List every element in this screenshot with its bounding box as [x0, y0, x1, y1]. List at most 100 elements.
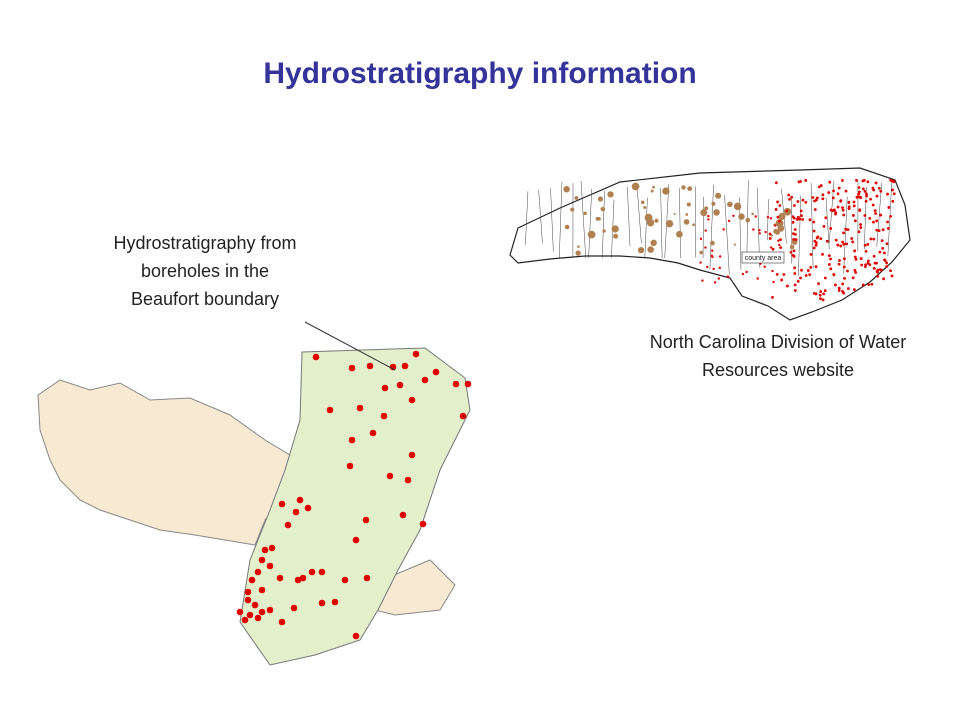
- urban-area: [733, 202, 742, 211]
- well-point: [771, 296, 774, 299]
- urban-area: [650, 189, 654, 193]
- well-point: [838, 259, 841, 262]
- county-line: [843, 196, 848, 274]
- well-point: [699, 237, 703, 241]
- well-point: [861, 187, 865, 191]
- well-point: [792, 249, 796, 253]
- urban-area: [699, 250, 704, 255]
- well-point: [776, 200, 779, 204]
- well-point: [891, 188, 894, 192]
- well-point: [866, 180, 870, 184]
- well-point: [785, 209, 789, 213]
- well-point: [717, 277, 721, 280]
- urban-area: [727, 201, 733, 208]
- well-point: [756, 277, 759, 280]
- borehole-point: [292, 508, 300, 516]
- well-point: [799, 276, 802, 280]
- well-point: [841, 289, 844, 293]
- well-point: [859, 223, 862, 226]
- well-point: [727, 219, 731, 223]
- urban-area: [613, 233, 619, 239]
- well-point: [865, 192, 868, 196]
- urban-area: [681, 185, 686, 190]
- well-point: [852, 204, 856, 208]
- urban-area: [704, 206, 709, 211]
- well-point: [799, 209, 803, 213]
- borehole-point: [266, 562, 274, 570]
- well-point: [792, 216, 796, 220]
- well-point: [701, 279, 704, 282]
- well-point: [866, 261, 870, 265]
- well-point: [853, 249, 857, 253]
- beaufort-map: [37, 347, 472, 666]
- right-caption: North Carolina Division of Water: [650, 332, 906, 352]
- well-point: [812, 291, 816, 295]
- well-point: [834, 283, 837, 287]
- well-point: [853, 268, 857, 272]
- well-point: [889, 269, 893, 273]
- borehole-point: [432, 368, 440, 376]
- urban-area: [713, 209, 720, 216]
- well-point: [839, 244, 843, 248]
- borehole-point: [278, 500, 286, 508]
- well-point: [791, 254, 795, 257]
- well-point: [880, 239, 884, 243]
- urban-area: [789, 244, 795, 250]
- well-point: [827, 263, 831, 266]
- well-point: [812, 246, 816, 250]
- urban-area: [715, 192, 722, 199]
- borehole-point: [399, 511, 407, 519]
- well-point: [718, 255, 722, 258]
- urban-area: [597, 196, 604, 202]
- well-point: [839, 199, 843, 203]
- borehole-point: [366, 362, 374, 370]
- urban-area: [673, 213, 676, 216]
- borehole-point: [369, 429, 377, 437]
- well-point: [800, 214, 803, 218]
- urban-area: [654, 218, 659, 223]
- county-line: [602, 190, 605, 259]
- well-point: [793, 272, 797, 275]
- borehole-point: [412, 350, 420, 358]
- borehole-point: [296, 496, 304, 504]
- well-point: [836, 205, 840, 209]
- well-point: [775, 272, 779, 276]
- well-point: [778, 204, 782, 207]
- borehole-point: [244, 588, 252, 596]
- borehole-point: [278, 618, 286, 626]
- well-point: [827, 254, 831, 258]
- well-point: [857, 186, 861, 189]
- borehole-point: [381, 384, 389, 392]
- well-point: [779, 238, 782, 242]
- well-point: [792, 204, 796, 207]
- county-line: [746, 180, 749, 253]
- well-point: [852, 200, 856, 204]
- well-point: [791, 220, 795, 224]
- well-point: [796, 200, 800, 203]
- well-point: [774, 181, 778, 185]
- well-point: [836, 243, 840, 247]
- well-point: [873, 209, 877, 213]
- well-point: [877, 186, 881, 190]
- well-point: [808, 273, 812, 277]
- well-point: [844, 189, 848, 193]
- well-point: [858, 190, 861, 194]
- well-point: [834, 211, 837, 214]
- well-point: [828, 180, 832, 184]
- borehole-point: [421, 376, 429, 384]
- urban-area: [711, 201, 716, 206]
- well-point: [793, 228, 797, 231]
- borehole-point: [404, 476, 412, 484]
- well-point: [871, 203, 875, 207]
- well-point: [872, 237, 876, 241]
- well-point: [822, 292, 826, 296]
- well-point: [872, 188, 876, 192]
- well-point: [891, 199, 895, 203]
- well-point: [874, 181, 878, 185]
- urban-area: [644, 213, 653, 222]
- well-point: [847, 201, 851, 204]
- well-point: [853, 219, 857, 223]
- well-point: [868, 216, 872, 220]
